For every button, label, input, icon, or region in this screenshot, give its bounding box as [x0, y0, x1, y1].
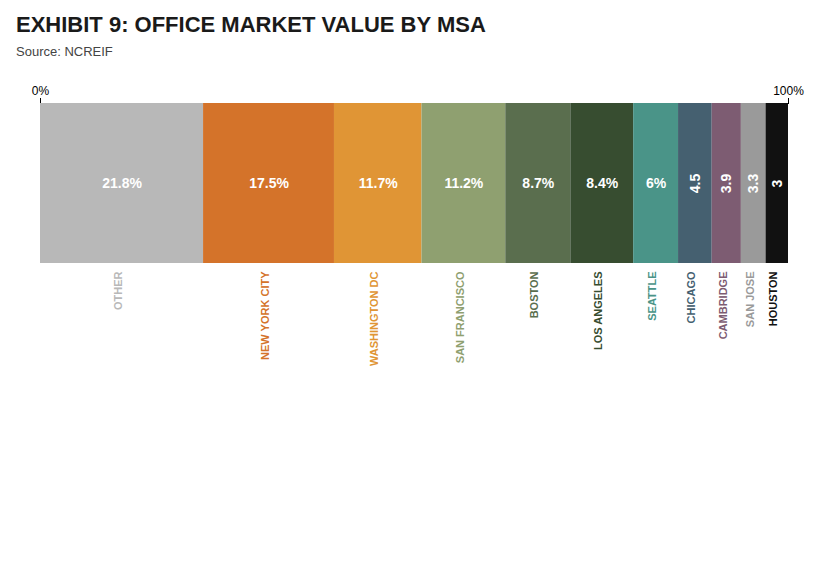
svg-text:100%: 100% [773, 84, 804, 98]
svg-text:BOSTON: BOSTON [528, 271, 540, 318]
svg-text:17.5%: 17.5% [249, 175, 289, 191]
svg-text:8.7%: 8.7% [522, 175, 554, 191]
svg-text:4.5: 4.5 [687, 174, 703, 194]
svg-text:WASHINGTON DC: WASHINGTON DC [368, 271, 380, 366]
svg-text:0%: 0% [32, 84, 50, 98]
svg-text:3.9: 3.9 [718, 174, 734, 194]
html-text:Source: NCREIF: Source: NCREIF [16, 44, 113, 59]
svg-text:SEATTLE: SEATTLE [646, 272, 658, 321]
svg-text:OTHER: OTHER [112, 271, 124, 310]
svg-text:8.4%: 8.4% [586, 175, 618, 191]
svg-text:CAMBRIDGE: CAMBRIDGE [717, 272, 729, 340]
svg-text:SAN FRANCISCO: SAN FRANCISCO [454, 271, 466, 363]
svg-text:11.7%: 11.7% [359, 175, 398, 191]
svg-text:6%: 6% [646, 175, 667, 191]
svg-text:3.3: 3.3 [745, 174, 761, 194]
svg-text:3: 3 [769, 179, 785, 187]
svg-text:HOUSTON: HOUSTON [767, 271, 779, 326]
svg-text:SAN JOSE: SAN JOSE [744, 272, 756, 328]
svg-text:21.8%: 21.8% [102, 175, 142, 191]
svg-text:CHICAGO: CHICAGO [685, 271, 697, 323]
html-text:EXHIBIT 9: OFFICE MARKET VALUE: EXHIBIT 9: OFFICE MARKET VALUE BY MSA [16, 12, 486, 37]
svg-text:LOS ANGELES: LOS ANGELES [592, 272, 604, 350]
svg-text:NEW YORK CITY: NEW YORK CITY [259, 271, 271, 360]
svg-text:11.2%: 11.2% [444, 175, 483, 191]
